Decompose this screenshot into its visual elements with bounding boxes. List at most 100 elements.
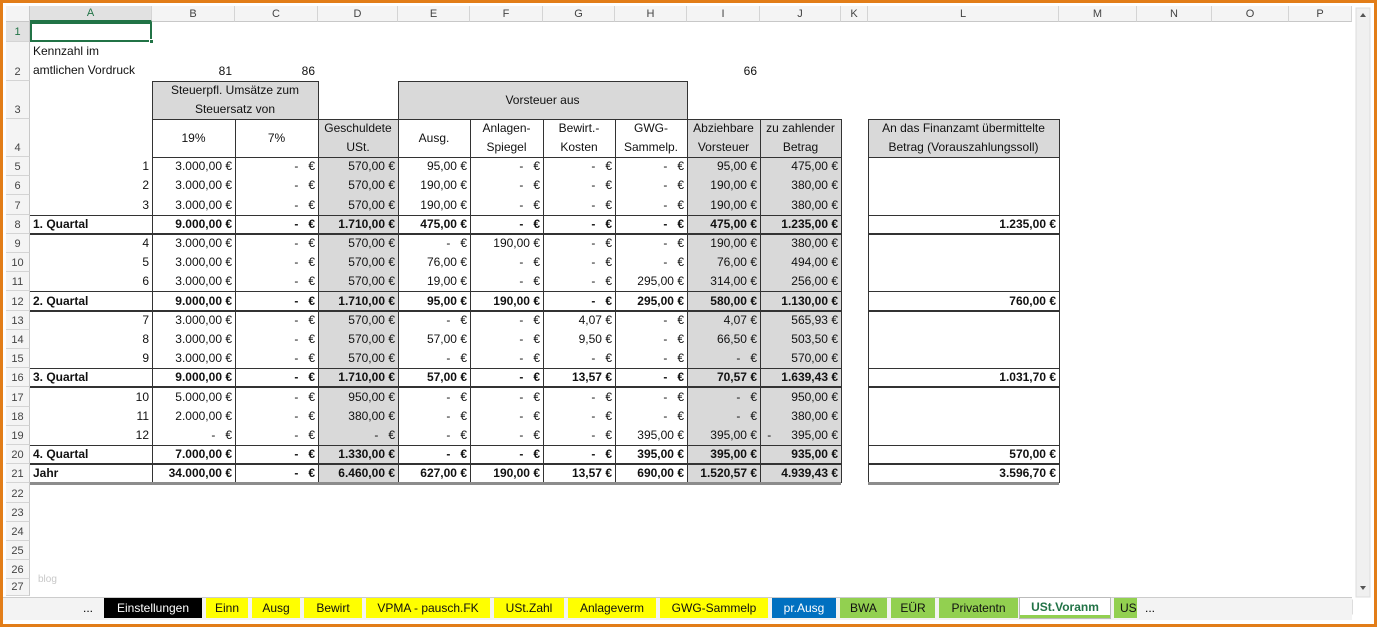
cell[interactable]: 395,00 € bbox=[710, 427, 757, 442]
cell[interactable]: 13,57 € bbox=[571, 370, 612, 385]
row-header[interactable]: 21 bbox=[6, 464, 30, 484]
cell[interactable]: 95,00 € bbox=[426, 293, 467, 308]
cell[interactable]: 570,00 € bbox=[348, 274, 395, 289]
cell[interactable]: 190,00 € bbox=[420, 178, 467, 193]
cell[interactable]: 6.460,00 € bbox=[338, 466, 395, 481]
cell[interactable]: 380,00 € bbox=[791, 197, 838, 212]
cell[interactable]: 12 bbox=[135, 427, 149, 442]
cell[interactable]: 570,00 € bbox=[348, 197, 395, 212]
cell[interactable]: 3. Quartal bbox=[33, 370, 89, 385]
cell[interactable]: 570,00 € bbox=[348, 312, 395, 327]
row-header[interactable]: 19 bbox=[6, 425, 30, 445]
cell[interactable]: - € bbox=[663, 159, 684, 174]
sheet-tab[interactable]: Einn bbox=[206, 598, 248, 618]
cell[interactable]: 760,00 € bbox=[1009, 293, 1056, 308]
cell[interactable]: 1.031,70 € bbox=[999, 370, 1056, 385]
cell[interactable]: 2 bbox=[142, 178, 149, 193]
cell[interactable]: 95,00 € bbox=[426, 159, 467, 174]
row-header[interactable]: 17 bbox=[6, 387, 30, 407]
cell[interactable]: 5 bbox=[142, 255, 149, 270]
sheet-tab[interactable]: USt.Voranm bbox=[1020, 598, 1110, 618]
cell[interactable]: 3.000,00 € bbox=[175, 274, 232, 289]
cell[interactable]: - € bbox=[591, 351, 612, 366]
cell[interactable]: 10 bbox=[135, 389, 149, 404]
cell[interactable]: 1.235,00 € bbox=[781, 216, 838, 231]
cell[interactable]: 570,00 € bbox=[791, 351, 838, 366]
cell[interactable]: - € bbox=[663, 235, 684, 250]
cell[interactable]: 190,00 € bbox=[493, 466, 540, 481]
cell[interactable]: - € bbox=[519, 408, 540, 423]
row-header[interactable]: 25 bbox=[6, 541, 30, 561]
cell[interactable]: - € bbox=[591, 427, 612, 442]
cell[interactable]: 1.710,00 € bbox=[338, 293, 395, 308]
cell[interactable]: 9.000,00 € bbox=[175, 216, 232, 231]
sheet-tab[interactable]: EÜR bbox=[891, 598, 935, 618]
cell[interactable]: - € bbox=[294, 274, 315, 289]
cell[interactable]: - € bbox=[519, 274, 540, 289]
cell[interactable]: Abziehbare Vorsteuer bbox=[693, 121, 758, 154]
cell[interactable]: 380,00 € bbox=[791, 408, 838, 423]
cell[interactable]: - € bbox=[446, 235, 467, 250]
column-header[interactable]: F bbox=[470, 6, 543, 22]
cell[interactable]: 1.235,00 € bbox=[999, 216, 1056, 231]
column-header[interactable]: L bbox=[868, 6, 1059, 22]
cell[interactable]: 6 bbox=[142, 274, 149, 289]
column-header[interactable]: C bbox=[235, 6, 318, 22]
cell[interactable]: - € bbox=[663, 255, 684, 270]
cell[interactable]: - € bbox=[591, 216, 612, 231]
cell[interactable]: - 395,00 € bbox=[767, 427, 838, 442]
cell[interactable]: 494,00 € bbox=[791, 255, 838, 270]
cell[interactable]: - € bbox=[736, 408, 757, 423]
cell[interactable]: - € bbox=[294, 389, 315, 404]
column-header[interactable]: J bbox=[760, 6, 841, 22]
cell[interactable]: 190,00 € bbox=[493, 235, 540, 250]
cell[interactable]: - € bbox=[663, 331, 684, 346]
cell[interactable]: 570,00 € bbox=[348, 255, 395, 270]
cell[interactable]: 3.000,00 € bbox=[175, 312, 232, 327]
cell[interactable]: - € bbox=[294, 447, 315, 462]
cell[interactable]: - € bbox=[591, 159, 612, 174]
row-header[interactable]: 23 bbox=[6, 502, 30, 522]
sheet-tab[interactable]: GWG-Sammelp bbox=[660, 598, 768, 618]
cell[interactable]: 9 bbox=[142, 351, 149, 366]
sheet-tab[interactable]: Privatentn bbox=[939, 598, 1018, 618]
cell[interactable]: 4,07 € bbox=[578, 312, 612, 327]
sheet-tab[interactable]: BWA bbox=[840, 598, 887, 618]
cell[interactable]: 9.000,00 € bbox=[175, 370, 232, 385]
cell[interactable]: - € bbox=[591, 178, 612, 193]
cell[interactable]: - € bbox=[294, 235, 315, 250]
cell[interactable]: - € bbox=[519, 427, 540, 442]
cell[interactable]: Anlagen-Spiegel bbox=[482, 121, 531, 154]
column-header[interactable]: B bbox=[152, 6, 235, 22]
cell[interactable]: 66 bbox=[743, 64, 757, 78]
cell[interactable]: - € bbox=[294, 178, 315, 193]
cell[interactable]: 1. Quartal bbox=[33, 216, 89, 231]
row-header[interactable]: 26 bbox=[6, 560, 30, 580]
cell[interactable]: 57,00 € bbox=[426, 370, 467, 385]
cell[interactable]: 3.000,00 € bbox=[175, 331, 232, 346]
cell[interactable]: - € bbox=[519, 331, 540, 346]
cell[interactable]: 565,93 € bbox=[791, 312, 838, 327]
cell[interactable]: 13,57 € bbox=[571, 466, 612, 481]
cell[interactable]: 2.000,00 € bbox=[175, 408, 232, 423]
cell[interactable]: 95,00 € bbox=[716, 159, 757, 174]
cell[interactable]: - € bbox=[294, 216, 315, 231]
cell[interactable]: - € bbox=[294, 370, 315, 385]
cell[interactable]: 1.330,00 € bbox=[338, 447, 395, 462]
column-header[interactable]: E bbox=[398, 6, 470, 22]
cell[interactable]: 570,00 € bbox=[1009, 447, 1056, 462]
cell[interactable]: 3.000,00 € bbox=[175, 255, 232, 270]
cell[interactable]: 190,00 € bbox=[420, 197, 467, 212]
cell[interactable]: 475,00 € bbox=[791, 159, 838, 174]
cell[interactable]: - € bbox=[294, 255, 315, 270]
cell[interactable]: 570,00 € bbox=[348, 351, 395, 366]
cell[interactable]: 70,57 € bbox=[716, 370, 757, 385]
cell[interactable]: 950,00 € bbox=[791, 389, 838, 404]
cell[interactable]: - € bbox=[519, 370, 540, 385]
column-header[interactable]: K bbox=[841, 6, 868, 22]
cell[interactable]: 4 bbox=[142, 235, 149, 250]
cell[interactable]: - € bbox=[663, 178, 684, 193]
cell[interactable]: - € bbox=[446, 447, 467, 462]
cell[interactable]: 7 bbox=[142, 312, 149, 327]
cell[interactable]: 475,00 € bbox=[420, 216, 467, 231]
